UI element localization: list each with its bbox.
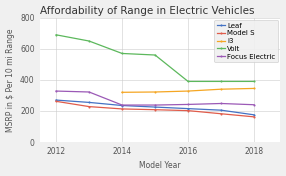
Volt — [186, 80, 190, 83]
i3 — [120, 91, 124, 93]
Model S — [153, 109, 157, 111]
i3 — [186, 90, 190, 92]
Focus Electric — [120, 104, 124, 106]
Model S — [252, 116, 256, 118]
Model S — [186, 110, 190, 112]
Model S — [87, 106, 91, 108]
X-axis label: Model Year: Model Year — [139, 161, 181, 170]
Leaf — [186, 108, 190, 110]
Focus Electric — [252, 104, 256, 106]
Volt — [153, 54, 157, 56]
Leaf — [219, 109, 223, 111]
Focus Electric — [219, 102, 223, 105]
i3 — [252, 87, 256, 89]
i3 — [153, 91, 157, 93]
Volt — [120, 52, 124, 55]
Leaf — [54, 99, 58, 101]
Y-axis label: MSRP in $ Per 10 mi Range: MSRP in $ Per 10 mi Range — [5, 28, 15, 132]
Volt — [87, 40, 91, 42]
Line: Model S: Model S — [55, 100, 255, 118]
Focus Electric — [153, 104, 157, 106]
Legend: Leaf, Model S, i3, Volt, Focus Electric: Leaf, Model S, i3, Volt, Focus Electric — [214, 20, 278, 62]
Focus Electric — [87, 91, 91, 93]
i3 — [219, 88, 223, 90]
Model S — [54, 100, 58, 102]
Focus Electric — [54, 90, 58, 92]
Volt — [54, 34, 58, 36]
Model S — [120, 108, 124, 110]
Text: Affordability of Range in Electric Vehicles: Affordability of Range in Electric Vehic… — [39, 6, 254, 15]
Model S — [219, 113, 223, 115]
Line: i3: i3 — [121, 87, 255, 93]
Line: Volt: Volt — [55, 34, 255, 83]
Leaf — [87, 101, 91, 103]
Line: Focus Electric: Focus Electric — [55, 90, 255, 106]
Leaf — [120, 105, 124, 107]
Volt — [219, 80, 223, 83]
Line: Leaf: Leaf — [55, 99, 255, 116]
Volt — [252, 80, 256, 83]
Leaf — [252, 114, 256, 116]
Focus Electric — [186, 103, 190, 105]
Leaf — [153, 106, 157, 108]
